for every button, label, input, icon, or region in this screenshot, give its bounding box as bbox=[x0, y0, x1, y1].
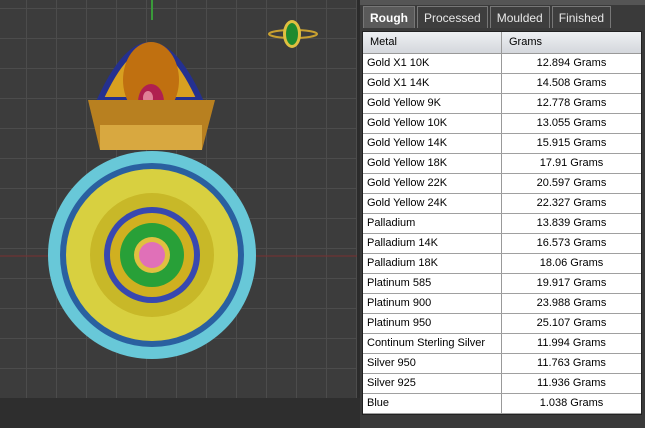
table-row[interactable]: Silver 925 11.936 Grams bbox=[363, 374, 641, 394]
grams-cell: 23.988 Grams bbox=[536, 297, 607, 309]
grams-cell: 15.915 Grams bbox=[536, 137, 607, 149]
grams-cell: 18.06 Grams bbox=[539, 257, 604, 269]
metal-cell: Platinum 900 bbox=[363, 294, 502, 313]
tab-finished[interactable]: Finished bbox=[551, 6, 612, 28]
table-row[interactable]: Platinum 950 25.107 Grams bbox=[363, 314, 641, 334]
metal-cell: Platinum 950 bbox=[363, 314, 502, 333]
metal-table: Metal Grams Gold X1 10K 12.894 Grams Gold … bbox=[362, 31, 642, 415]
grams-cell: 11.936 Grams bbox=[537, 377, 606, 389]
metal-cell: Gold X1 14K bbox=[363, 74, 502, 93]
table-row[interactable]: Palladium 13.839 Grams bbox=[363, 214, 641, 234]
grams-cell: 19.917 Grams bbox=[536, 277, 607, 289]
metal-cell: Palladium 18K bbox=[363, 254, 502, 273]
tab-rough[interactable]: Rough bbox=[363, 6, 415, 28]
table-row[interactable]: Palladium 18K 18.06 Grams bbox=[363, 254, 641, 274]
grams-cell: 14.508 Grams bbox=[536, 77, 607, 89]
grams-cell: 12.778 Grams bbox=[536, 97, 607, 109]
metal-cell: Silver 950 bbox=[363, 354, 502, 373]
table-row[interactable]: Continum Sterling Silver 11.994 Grams bbox=[363, 334, 641, 354]
column-header-metal[interactable]: Metal bbox=[363, 32, 502, 53]
tab-processed[interactable]: Processed bbox=[417, 6, 488, 28]
grams-cell: 22.327 Grams bbox=[536, 197, 607, 209]
table-row[interactable]: Gold Yellow 24K 22.327 Grams bbox=[363, 194, 641, 214]
pendant-top bbox=[88, 42, 215, 150]
grams-cell: 20.597 Grams bbox=[536, 177, 607, 189]
grams-cell: 16.573 Grams bbox=[536, 237, 607, 249]
3d-viewport[interactable] bbox=[0, 0, 357, 398]
metal-cell: Gold Yellow 22K bbox=[363, 174, 502, 193]
table-row[interactable]: Gold X1 10K 12.894 Grams bbox=[363, 54, 641, 74]
status-strip bbox=[0, 398, 360, 428]
metal-cell: Silver 925 bbox=[363, 374, 502, 393]
grams-cell: 11.763 Grams bbox=[537, 357, 606, 369]
table-row[interactable]: Gold Yellow 9K 12.778 Grams bbox=[363, 94, 641, 114]
metal-cell: Gold Yellow 14K bbox=[363, 134, 502, 153]
metal-cell: Gold Yellow 18K bbox=[363, 154, 502, 173]
table-row[interactable]: Silver 950 11.763 Grams bbox=[363, 354, 641, 374]
grams-cell: 13.839 Grams bbox=[536, 217, 607, 229]
table-row[interactable]: Platinum 585 19.917 Grams bbox=[363, 274, 641, 294]
table-row[interactable]: Palladium 14K 16.573 Grams bbox=[363, 234, 641, 254]
toolbar bbox=[360, 0, 645, 5]
metal-cell: Gold Yellow 10K bbox=[363, 114, 502, 133]
metal-cell: Palladium bbox=[363, 214, 502, 233]
pendant-medallion bbox=[48, 151, 256, 359]
table-row[interactable]: Gold Yellow 18K 17.91 Grams bbox=[363, 154, 641, 174]
grams-cell: 12.894 Grams bbox=[536, 57, 607, 69]
tab-moulded[interactable]: Moulded bbox=[489, 6, 550, 28]
grams-cell: 25.107 Grams bbox=[536, 317, 607, 329]
pendant-model bbox=[0, 0, 357, 359]
metal-cell: Palladium 14K bbox=[363, 234, 502, 253]
grams-cell: 17.91 Grams bbox=[539, 157, 604, 169]
table-row[interactable]: Gold Yellow 14K 15.915 Grams bbox=[363, 134, 641, 154]
table-row[interactable]: Platinum 900 23.988 Grams bbox=[363, 294, 641, 314]
column-header-grams[interactable]: Grams bbox=[509, 36, 542, 48]
ring-model bbox=[268, 20, 318, 48]
metal-cell: Gold Yellow 24K bbox=[363, 194, 502, 213]
table-row[interactable]: Blue 1.038 Grams bbox=[363, 394, 641, 414]
table-row[interactable]: Gold X1 14K 14.508 Grams bbox=[363, 74, 641, 94]
metal-cell: Platinum 585 bbox=[363, 274, 502, 293]
table-row[interactable]: Gold Yellow 22K 20.597 Grams bbox=[363, 174, 641, 194]
table-row[interactable]: Gold Yellow 10K 13.055 Grams bbox=[363, 114, 641, 134]
metal-weight-panel: Rough Processed Moulded Finished Metal G… bbox=[360, 0, 645, 428]
table-header: Metal Grams bbox=[363, 32, 641, 54]
metal-cell: Gold Yellow 9K bbox=[363, 94, 502, 113]
metal-cell: Gold X1 10K bbox=[363, 54, 502, 73]
tab-bar: Rough Processed Moulded Finished bbox=[363, 6, 612, 29]
grams-cell: 1.038 Grams bbox=[539, 397, 604, 409]
metal-cell: Continum Sterling Silver bbox=[363, 334, 502, 353]
metal-cell: Blue bbox=[363, 394, 502, 413]
grams-cell: 13.055 Grams bbox=[536, 117, 607, 129]
grams-cell: 11.994 Grams bbox=[537, 337, 606, 349]
